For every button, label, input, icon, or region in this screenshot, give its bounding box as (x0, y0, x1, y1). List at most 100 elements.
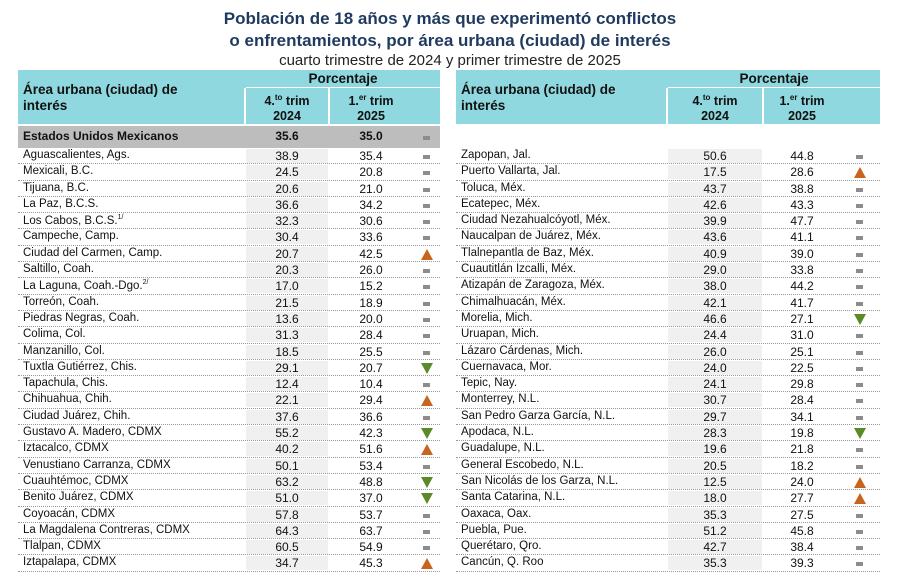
equal-indicator-icon (421, 183, 433, 195)
table-row: Querétaro, Qro. 42.7 38.4 (456, 539, 880, 556)
col-2025-header: 1.er trim 2025 (779, 93, 825, 124)
value-2024: 50.1 (246, 458, 328, 473)
city-name: Coyoacán, CDMX (23, 507, 116, 520)
equal-indicator-icon (854, 215, 866, 227)
value-2025: 54.9 (359, 540, 383, 555)
city-name: Tlalpan, CDMX (23, 540, 101, 553)
value-2025: 21.8 (790, 442, 814, 457)
value-2025: 35.4 (359, 149, 383, 163)
city-name: General Escobedo, N.L. (461, 458, 584, 471)
city-name: Tlalnepantla de Baz, Méx. (461, 246, 594, 259)
table-row: Iztapalapa, CDMX 34.7 45.3 (18, 555, 440, 572)
city-name: Apodaca, N.L. (461, 426, 534, 439)
equal-indicator-icon (854, 362, 866, 374)
table-row: Torreón, Coah. 21.5 18.9 (18, 295, 440, 311)
table-row: Chimalhuacán, Méx. 42.1 41.7 (456, 295, 880, 311)
table-row: San Pedro Garza García, N.L. 29.7 34.1 (456, 409, 880, 426)
table-row: Chihuahua, Chih. 22.1 29.4 (18, 392, 440, 409)
table-row: Cancún, Q. Roo 35.3 39.3 (456, 555, 880, 572)
city-name: Cuernavaca, Mor. (461, 360, 552, 373)
value-2024: 38.9 (246, 149, 328, 163)
value-2025: 34.2 (359, 197, 383, 212)
decrease-triangle-icon (421, 362, 433, 374)
value-2025: 33.8 (790, 263, 814, 278)
header-divider (762, 88, 764, 124)
value-2025: 26.0 (359, 263, 383, 278)
value-2024: 13.6 (246, 311, 328, 326)
equal-indicator-icon (854, 460, 866, 472)
value-2024: 51.0 (246, 491, 328, 506)
value-2025: 20.8 (359, 165, 383, 180)
table-row: Oaxaca, Oax. 35.3 27.5 (456, 507, 880, 523)
value-2024: 38.0 (668, 279, 762, 294)
equal-indicator-icon (854, 346, 866, 358)
equal-indicator-icon (854, 557, 866, 569)
value-2024: 34.7 (246, 556, 328, 571)
city-name: Mexicali, B.C. (23, 165, 94, 178)
equal-indicator-icon (854, 525, 866, 537)
city-name: Cancún, Q. Roo (461, 556, 544, 569)
increase-triangle-icon (854, 166, 866, 179)
city-name: San Nicolás de los Garza, N.L. (461, 474, 619, 487)
equal-indicator-icon (854, 509, 866, 521)
city-name: Puerto Vallarta, Jal. (461, 165, 561, 178)
equal-indicator-icon (421, 460, 433, 472)
right-table-header: Área urbana (ciudad) de interés Porcenta… (456, 70, 880, 124)
total-name: Estados Unidos Mexicanos (23, 129, 179, 143)
equal-indicator-icon (421, 329, 433, 341)
equal-indicator-icon (421, 509, 433, 521)
equal-indicator-icon (854, 411, 866, 423)
table-row: Ciudad del Carmen, Camp. 20.7 42.5 (18, 246, 440, 263)
decrease-triangle-icon (421, 427, 433, 440)
city-name: Uruapan, Mich. (461, 328, 539, 341)
value-2025: 42.5 (359, 246, 383, 261)
value-2024: 19.6 (668, 442, 762, 457)
increase-triangle-icon (854, 492, 866, 505)
value-2025: 53.7 (359, 507, 383, 522)
equal-indicator-icon (421, 280, 433, 292)
equal-indicator-icon (854, 541, 866, 553)
value-2024: 64.3 (246, 523, 328, 538)
table-row: Morelia, Mich. 46.6 27.1 (456, 311, 880, 328)
city-name: Campeche, Camp. (23, 230, 119, 243)
table-row: Naucalpan de Juárez, Méx. 43.6 41.1 (456, 229, 880, 246)
equal-indicator-icon (421, 166, 433, 178)
equal-indicator-icon (854, 150, 866, 162)
percent-header: Porcentaje (246, 70, 440, 88)
value-2025: 37.0 (359, 491, 383, 506)
header-divider (328, 88, 330, 124)
value-2025: 34.1 (790, 409, 814, 424)
equal-indicator-icon (854, 264, 866, 276)
total-row: Estados Unidos Mexicanos 35.6 35.0 (18, 126, 440, 148)
equal-indicator-icon (421, 131, 433, 143)
value-2025: 31.0 (790, 328, 814, 343)
table-row: Zapopan, Jal. 50.6 44.8 (456, 148, 880, 165)
city-name: Lázaro Cárdenas, Mich. (461, 344, 584, 357)
value-2024: 63.2 (246, 474, 328, 489)
value-2025: 29.8 (790, 377, 814, 392)
city-name: Querétaro, Qro. (461, 540, 542, 553)
equal-indicator-icon (854, 329, 866, 341)
value-2025: 20.0 (359, 311, 383, 326)
city-name: Guadalupe, N.L. (461, 442, 545, 455)
city-name: Santa Catarina, N.L. (461, 491, 566, 504)
table-row: Toluca, Méx. 43.7 38.8 (456, 181, 880, 197)
city-name: La Paz, B.C.S. (23, 197, 99, 210)
table-row: Lázaro Cárdenas, Mich. 26.0 25.1 (456, 344, 880, 360)
value-2025: 42.3 (359, 426, 383, 441)
equal-indicator-icon (421, 264, 433, 276)
equal-indicator-icon (421, 231, 433, 243)
table-row: Manzanillo, Col. 18.5 25.5 (18, 344, 440, 360)
equal-indicator-icon (854, 280, 866, 292)
increase-triangle-icon (421, 248, 433, 260)
value-2025: 36.6 (359, 409, 383, 424)
value-2025: 45.8 (790, 523, 814, 538)
value-2024: 35.3 (668, 556, 762, 571)
equal-indicator-icon (854, 297, 866, 309)
value-2024: 18.0 (668, 491, 762, 506)
value-2024: 43.7 (668, 181, 762, 196)
value-2025: 43.3 (790, 197, 814, 212)
equal-indicator-icon (854, 443, 866, 455)
value-2024: 21.5 (246, 295, 328, 310)
table-row: Cuautitlán Izcalli, Méx. 29.0 33.8 (456, 262, 880, 279)
